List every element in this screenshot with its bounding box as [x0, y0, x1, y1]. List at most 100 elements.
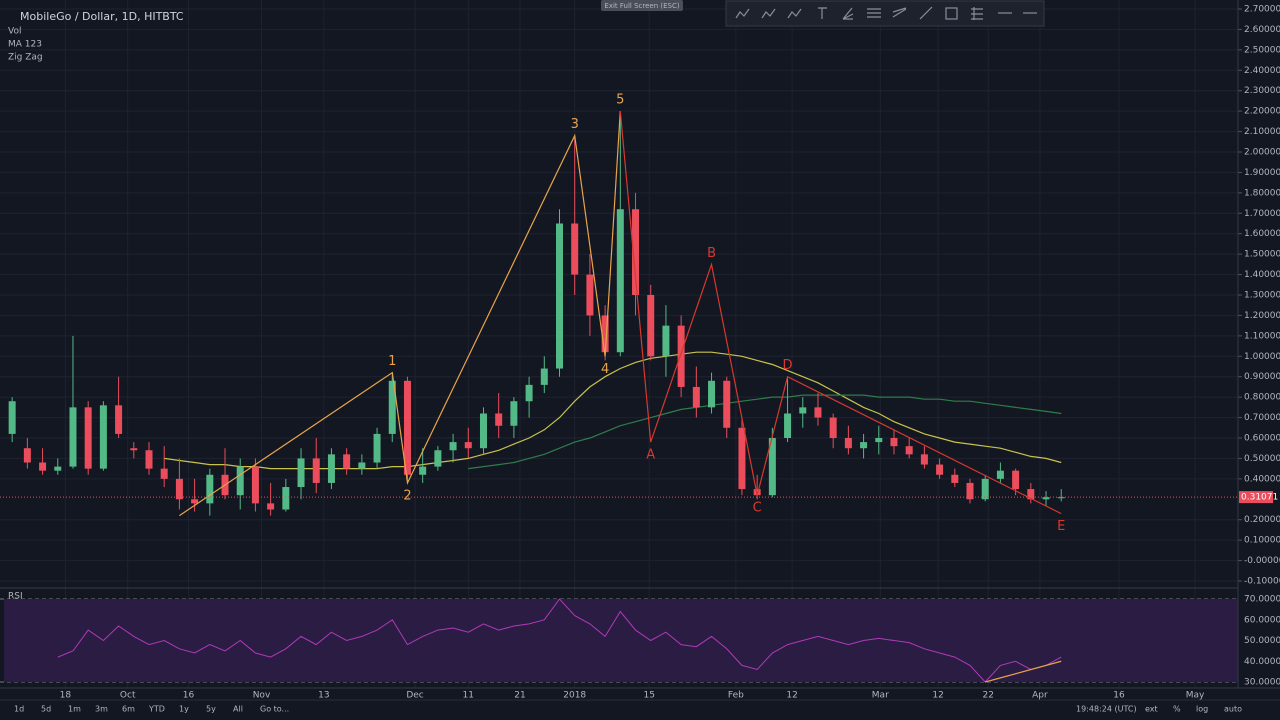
tool-icon[interactable] — [945, 7, 958, 20]
wave-label: D — [783, 358, 793, 373]
tool-icon[interactable] — [787, 8, 802, 19]
candle-body — [890, 438, 898, 447]
range-button[interactable]: All — [233, 705, 243, 714]
tool-icon[interactable] — [867, 8, 881, 18]
candle-body — [282, 487, 290, 510]
candle-body — [69, 407, 77, 467]
y-tick-label: 0.20000 — [1244, 515, 1280, 525]
axis-option[interactable]: auto — [1224, 705, 1242, 714]
y-tick-label: 2.20000 — [1244, 107, 1280, 117]
axis-option[interactable]: log — [1196, 705, 1208, 714]
candle-body — [236, 466, 244, 496]
y-tick-label: 1.90000 — [1244, 168, 1280, 178]
wave-label: 1 — [388, 354, 396, 369]
clock: 19:48:24 (UTC) — [1076, 705, 1137, 714]
last-price-box — [1239, 491, 1273, 504]
tool-icon[interactable] — [971, 7, 983, 20]
x-tick-label: 22 — [983, 691, 994, 701]
candle-body — [206, 474, 214, 504]
range-button[interactable]: 1y — [179, 705, 189, 714]
range-button[interactable]: Go to... — [260, 705, 289, 714]
zigzag-line — [179, 111, 621, 517]
y-tick-label: 1.10000 — [1244, 331, 1280, 341]
y-tick-label: 0.50000 — [1244, 454, 1280, 464]
indicator-label[interactable]: Vol — [8, 27, 21, 37]
candle-body — [662, 325, 670, 357]
wave-label: B — [707, 246, 716, 261]
candle-body — [23, 448, 31, 463]
y-tick-label: 70.0000 — [1244, 595, 1280, 605]
zigzag-line — [619, 111, 1062, 515]
range-button[interactable]: 1d — [14, 705, 24, 714]
indicator-label[interactable]: MA 123 — [8, 40, 42, 50]
y-tick-label: 1.60000 — [1244, 229, 1280, 239]
wave-label: 4 — [601, 362, 609, 377]
range-button[interactable]: YTD — [148, 705, 165, 714]
candle-body — [39, 462, 47, 471]
y-tick-label: 0.60000 — [1244, 434, 1280, 444]
candle-body — [160, 468, 168, 479]
y-tick-label: 40.0000 — [1244, 657, 1280, 667]
wave-label: 5 — [616, 93, 624, 108]
range-button[interactable]: 5y — [206, 705, 216, 714]
chart-title: MobileGo / Dollar, 1D, HITBTC — [20, 10, 184, 23]
candle-body — [647, 295, 655, 357]
x-tick-label: Feb — [728, 691, 744, 701]
x-tick-label: 21 — [514, 691, 525, 701]
bottom-toolbar: 1d 5d 1m 3m 6m YTD 1y 5y All Go to... 19:48:24 (UT… — [14, 705, 1242, 714]
candle-body — [692, 386, 700, 408]
candle-body — [920, 454, 928, 465]
candle-body — [936, 464, 944, 475]
axis-option[interactable]: ext — [1145, 705, 1158, 714]
rsi-band — [4, 599, 1238, 682]
range-button[interactable]: 1m — [68, 705, 81, 714]
wave-label: A — [646, 448, 655, 463]
candle-body — [84, 407, 92, 469]
indicator-label[interactable]: Zig Zag — [8, 53, 43, 63]
candle-body — [115, 405, 123, 434]
y-tick-label: 2.70000 — [1244, 5, 1280, 15]
tool-icon[interactable] — [761, 8, 776, 19]
x-tick-label: 12 — [932, 691, 943, 701]
candle-body — [434, 450, 442, 467]
wave-label: E — [1057, 519, 1065, 534]
rsi-line — [57, 598, 1062, 683]
x-tick-label: 16 — [1113, 691, 1125, 701]
candle-body — [556, 223, 564, 369]
candle-body — [327, 454, 335, 483]
candle-body — [358, 462, 366, 469]
tool-icon[interactable] — [735, 8, 750, 19]
y-tick-label: 1.80000 — [1244, 188, 1280, 198]
candle-body — [419, 466, 427, 475]
range-button[interactable]: 5d — [41, 705, 51, 714]
axis-option[interactable]: % — [1173, 705, 1181, 714]
tool-icon[interactable] — [818, 7, 827, 19]
candle-body — [966, 482, 974, 500]
y-tick-label: 1.30000 — [1244, 291, 1280, 301]
candle-body — [677, 325, 685, 387]
x-tick-label: 11 — [463, 691, 474, 701]
rsi-label[interactable]: RSI — [8, 592, 23, 602]
candle-body — [54, 466, 62, 471]
range-button[interactable]: 3m — [95, 705, 108, 714]
tool-icon[interactable] — [892, 7, 907, 18]
tool-icon[interactable] — [842, 7, 854, 20]
candle-body — [951, 474, 959, 483]
last-price-label: 0.31071 — [1241, 493, 1278, 503]
y-tick-label: 0.90000 — [1244, 372, 1280, 382]
candle-body — [829, 417, 837, 438]
candle-body — [99, 405, 107, 469]
candle-body — [784, 413, 792, 438]
tool-icon[interactable] — [919, 6, 933, 20]
moving-average — [468, 394, 1062, 470]
candle-body — [267, 503, 275, 510]
range-button[interactable]: 6m — [122, 705, 135, 714]
candle-body — [479, 413, 487, 449]
candle-body — [510, 401, 518, 426]
y-tick-label: 1.40000 — [1244, 270, 1280, 280]
y-tick-label: 2.60000 — [1244, 25, 1280, 35]
candle-body — [996, 470, 1004, 479]
y-tick-label: 0.80000 — [1244, 393, 1280, 403]
x-tick-label: 13 — [318, 691, 329, 701]
y-tick-label: 1.00000 — [1244, 352, 1280, 362]
